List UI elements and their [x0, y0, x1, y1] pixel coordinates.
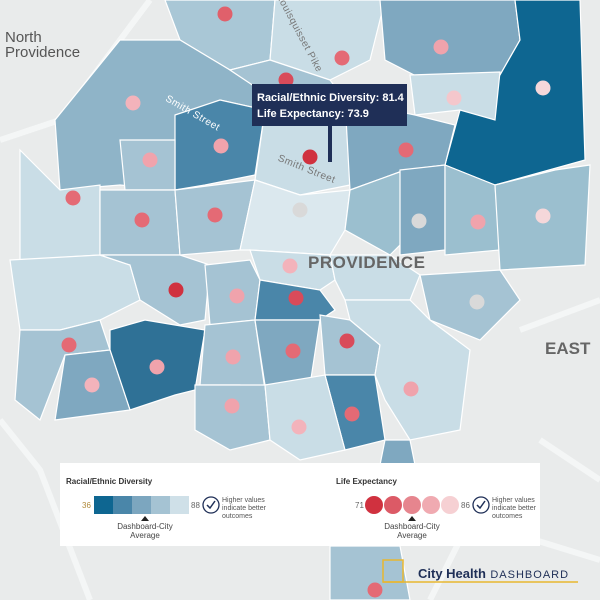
dot[interactable]	[229, 288, 245, 304]
logo: City Health DASHBOARD	[418, 565, 569, 583]
dot[interactable]	[61, 337, 77, 353]
place-label: North Providence	[5, 29, 81, 61]
neighborhoods	[9, 0, 591, 600]
tooltip: Racial/Ethnic Diversity: 81.4 Life Expec…	[257, 90, 404, 122]
tooltip-pointer	[328, 126, 332, 162]
dot[interactable]	[433, 39, 449, 55]
dot[interactable]	[288, 290, 304, 306]
dot[interactable]	[344, 406, 360, 422]
legend-average: Dashboard-City Average	[117, 522, 173, 540]
average-marker	[408, 516, 416, 521]
tooltip-line: Racial/Ethnic Diversity: 81.4	[257, 92, 404, 104]
legend-average: Dashboard-City Average	[384, 522, 440, 540]
swatch	[422, 496, 440, 514]
dot[interactable]	[302, 149, 318, 165]
dot[interactable]	[217, 6, 233, 22]
swatch	[403, 496, 421, 514]
dot[interactable]	[446, 90, 462, 106]
legend-note: Higher values indicate better outcomes	[492, 497, 536, 520]
legend-title: Racial/Ethnic Diversity	[66, 477, 153, 486]
dot[interactable]	[535, 80, 551, 96]
dot[interactable]	[403, 381, 419, 397]
dot[interactable]	[278, 72, 294, 88]
legend-max: 86	[461, 501, 470, 510]
dot[interactable]	[367, 582, 383, 598]
legend-note: Higher values indicate better outcomes	[222, 497, 266, 520]
legend-min: 71	[355, 501, 364, 510]
diversity-scale	[94, 496, 220, 521]
tooltip-box	[252, 84, 407, 126]
legend-title: Life Expectancy	[336, 477, 397, 486]
dot[interactable]	[334, 50, 350, 66]
neighborhood-dots	[61, 6, 551, 598]
swatch	[94, 496, 113, 514]
swatch	[151, 496, 170, 514]
dot[interactable]	[149, 359, 165, 375]
logo-name: City Health	[418, 566, 486, 581]
life-scale	[365, 496, 490, 521]
place-label: EAST	[545, 339, 591, 358]
place-label: PROVIDENCE	[308, 253, 426, 272]
check-mark	[206, 500, 216, 510]
dot[interactable]	[411, 213, 427, 229]
average-marker	[141, 516, 149, 521]
dot[interactable]	[125, 95, 141, 111]
dot[interactable]	[470, 214, 486, 230]
legend-max: 88	[191, 501, 200, 510]
dot[interactable]	[224, 398, 240, 414]
tooltip-line: Life Expectancy: 73.9	[257, 108, 369, 120]
dot[interactable]	[134, 212, 150, 228]
dot[interactable]	[469, 294, 485, 310]
swatch	[441, 496, 459, 514]
dot[interactable]	[282, 258, 298, 274]
swatch	[384, 496, 402, 514]
dot[interactable]	[225, 349, 241, 365]
dot[interactable]	[339, 333, 355, 349]
dot[interactable]	[213, 138, 229, 154]
dot[interactable]	[535, 208, 551, 224]
dot[interactable]	[292, 202, 308, 218]
dot[interactable]	[168, 282, 184, 298]
swatch	[170, 496, 189, 514]
check-mark	[476, 500, 486, 510]
logo-suffix: DASHBOARD	[490, 569, 570, 581]
dot[interactable]	[398, 142, 414, 158]
check-icon	[472, 496, 490, 514]
swatch	[113, 496, 132, 514]
dot[interactable]	[207, 207, 223, 223]
swatch	[365, 496, 383, 514]
dot[interactable]	[84, 377, 100, 393]
dot[interactable]	[142, 152, 158, 168]
dot[interactable]	[291, 419, 307, 435]
legend-min: 36	[82, 501, 91, 510]
check-icon	[202, 496, 220, 514]
dot[interactable]	[285, 343, 301, 359]
dot[interactable]	[65, 190, 81, 206]
swatch	[132, 496, 151, 514]
